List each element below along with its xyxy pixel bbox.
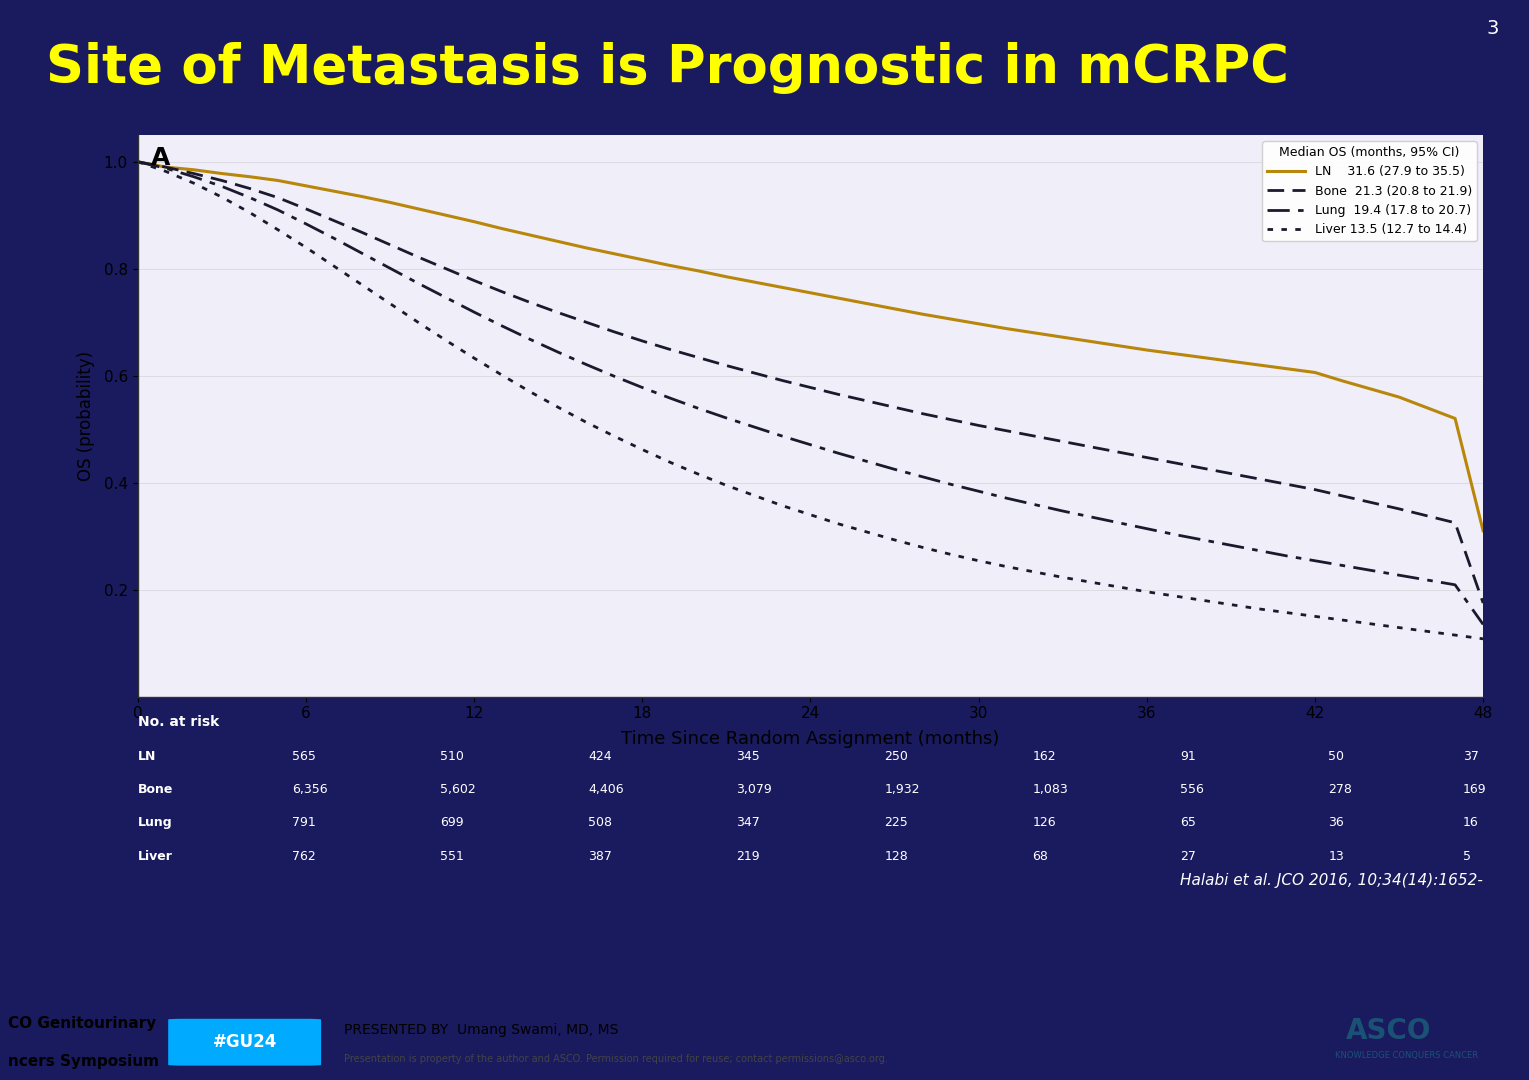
- Text: 510: 510: [440, 750, 465, 762]
- Text: LN: LN: [138, 750, 156, 762]
- Text: 762: 762: [292, 850, 317, 863]
- Text: 345: 345: [737, 750, 760, 762]
- Text: 791: 791: [292, 816, 317, 829]
- Text: Lung: Lung: [138, 816, 173, 829]
- X-axis label: Time Since Random Assignment (months): Time Since Random Assignment (months): [621, 730, 1000, 747]
- Text: 68: 68: [1032, 850, 1049, 863]
- Text: 6,356: 6,356: [292, 783, 327, 796]
- Text: 16: 16: [1463, 816, 1479, 829]
- Text: 13: 13: [1329, 850, 1344, 863]
- Text: 508: 508: [589, 816, 612, 829]
- Text: 91: 91: [1180, 750, 1196, 762]
- Text: 3: 3: [1486, 18, 1498, 38]
- Text: ASCO: ASCO: [1346, 1017, 1431, 1044]
- Text: 3,079: 3,079: [737, 783, 772, 796]
- Text: 126: 126: [1032, 816, 1057, 829]
- Text: PRESENTED BY  Umang Swami, MD, MS: PRESENTED BY Umang Swami, MD, MS: [344, 1024, 618, 1037]
- Text: 250: 250: [884, 750, 908, 762]
- Text: CO Genitourinary: CO Genitourinary: [8, 1015, 156, 1030]
- Text: Site of Metastasis is Prognostic in mCRPC: Site of Metastasis is Prognostic in mCRP…: [46, 42, 1289, 94]
- Text: 36: 36: [1329, 816, 1344, 829]
- Text: 424: 424: [589, 750, 612, 762]
- Text: 1,083: 1,083: [1032, 783, 1069, 796]
- Text: 699: 699: [440, 816, 463, 829]
- Text: 219: 219: [737, 850, 760, 863]
- Text: 5: 5: [1463, 850, 1471, 863]
- Text: 27: 27: [1180, 850, 1196, 863]
- Text: 5,602: 5,602: [440, 783, 476, 796]
- Text: 278: 278: [1329, 783, 1352, 796]
- Text: 4,406: 4,406: [589, 783, 624, 796]
- Text: 65: 65: [1180, 816, 1196, 829]
- Legend: LN    31.6 (27.9 to 35.5), Bone  21.3 (20.8 to 21.9), Lung  19.4 (17.8 to 20.7),: LN 31.6 (27.9 to 35.5), Bone 21.3 (20.8 …: [1261, 141, 1477, 241]
- Text: 347: 347: [737, 816, 760, 829]
- Text: 225: 225: [884, 816, 908, 829]
- Text: 128: 128: [884, 850, 908, 863]
- Text: Liver: Liver: [138, 850, 173, 863]
- Text: 169: 169: [1463, 783, 1486, 796]
- Text: 1,932: 1,932: [884, 783, 920, 796]
- Text: KNOWLEDGE CONQUERS CANCER: KNOWLEDGE CONQUERS CANCER: [1335, 1051, 1479, 1061]
- Text: Bone: Bone: [138, 783, 173, 796]
- Text: 387: 387: [589, 850, 612, 863]
- Text: #GU24: #GU24: [213, 1034, 277, 1051]
- Text: 556: 556: [1180, 783, 1205, 796]
- Text: ncers Symposium: ncers Symposium: [8, 1054, 159, 1068]
- Text: 37: 37: [1463, 750, 1479, 762]
- Text: 565: 565: [292, 750, 317, 762]
- FancyBboxPatch shape: [168, 1018, 321, 1066]
- Text: A: A: [151, 146, 170, 171]
- Text: 50: 50: [1329, 750, 1344, 762]
- Text: Presentation is property of the author and ASCO. Permission required for reuse; : Presentation is property of the author a…: [344, 1054, 888, 1064]
- Text: No. at risk: No. at risk: [138, 715, 219, 729]
- Text: 162: 162: [1032, 750, 1057, 762]
- Text: Halabi et al. JCO 2016, 10;34(14):1652-: Halabi et al. JCO 2016, 10;34(14):1652-: [1180, 873, 1483, 888]
- Text: 551: 551: [440, 850, 465, 863]
- Y-axis label: OS (probability): OS (probability): [78, 351, 95, 481]
